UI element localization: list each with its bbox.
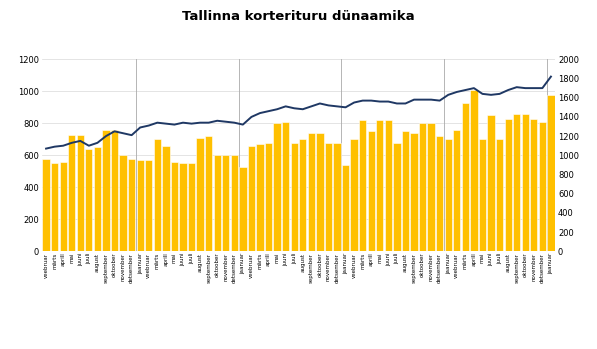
Bar <box>504 119 512 251</box>
Bar <box>205 136 213 251</box>
Bar <box>171 162 178 251</box>
Bar <box>368 131 375 251</box>
Bar <box>470 90 478 251</box>
Bar <box>538 122 546 251</box>
Bar <box>496 139 503 251</box>
Bar <box>299 139 306 251</box>
Bar <box>68 134 75 251</box>
Bar <box>513 114 521 251</box>
Bar <box>410 133 418 251</box>
Bar <box>445 139 452 251</box>
Bar <box>350 139 358 251</box>
Bar <box>196 138 204 251</box>
Bar <box>547 95 555 251</box>
Bar <box>273 123 281 251</box>
Bar <box>291 142 298 251</box>
Bar <box>239 166 247 251</box>
Bar <box>265 142 272 251</box>
Bar <box>393 142 401 251</box>
Bar <box>222 155 229 251</box>
Bar <box>76 134 84 251</box>
Bar <box>51 163 59 251</box>
Bar <box>94 147 101 251</box>
Bar <box>384 120 392 251</box>
Bar <box>162 146 170 251</box>
Bar <box>402 131 409 251</box>
Bar <box>230 155 238 251</box>
Bar <box>487 115 495 251</box>
Bar <box>111 130 118 251</box>
Bar <box>282 122 290 251</box>
Bar <box>436 136 444 251</box>
Bar <box>188 163 195 251</box>
Bar <box>453 130 460 251</box>
Bar <box>42 158 50 251</box>
Bar <box>359 120 367 251</box>
Bar <box>128 158 136 251</box>
Bar <box>214 155 221 251</box>
Bar <box>60 162 67 251</box>
Bar <box>342 165 349 251</box>
Bar <box>419 123 426 251</box>
Bar <box>479 139 486 251</box>
Bar <box>427 123 435 251</box>
Bar <box>119 155 127 251</box>
Bar <box>102 130 110 251</box>
Bar <box>137 160 144 251</box>
Bar <box>145 160 152 251</box>
Bar <box>530 119 537 251</box>
Bar <box>325 142 332 251</box>
Bar <box>316 133 324 251</box>
Bar <box>85 149 93 251</box>
Text: Tallinna korterituru dünaamika: Tallinna korterituru dünaamika <box>182 10 415 23</box>
Bar <box>248 146 255 251</box>
Bar <box>333 142 341 251</box>
Bar <box>256 144 264 251</box>
Bar <box>179 163 187 251</box>
Bar <box>153 139 161 251</box>
Bar <box>522 114 529 251</box>
Bar <box>307 133 315 251</box>
Bar <box>461 103 469 251</box>
Bar <box>376 120 383 251</box>
